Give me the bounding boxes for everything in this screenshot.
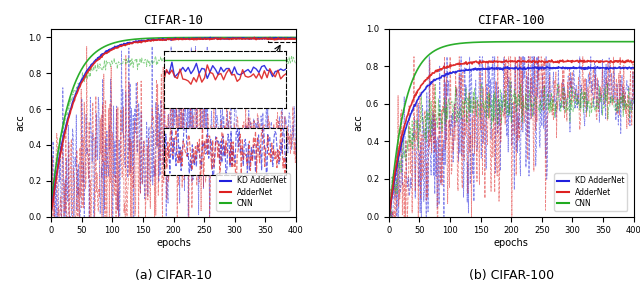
Title: CIFAR-100: CIFAR-100 [477,14,545,27]
Text: (b) CIFAR-100: (b) CIFAR-100 [468,269,554,282]
Y-axis label: acc: acc [15,114,26,131]
Y-axis label: acc: acc [353,114,363,131]
Legend: KD AdderNet, AdderNet, CNN: KD AdderNet, AdderNet, CNN [554,173,627,211]
Title: CIFAR-10: CIFAR-10 [143,14,204,27]
Text: (a) CIFAR-10: (a) CIFAR-10 [135,269,212,282]
X-axis label: epochs: epochs [494,238,529,248]
Bar [268,36,296,42]
Legend: KD AdderNet, AdderNet, CNN: KD AdderNet, AdderNet, CNN [216,173,290,211]
X-axis label: epochs: epochs [156,238,191,248]
